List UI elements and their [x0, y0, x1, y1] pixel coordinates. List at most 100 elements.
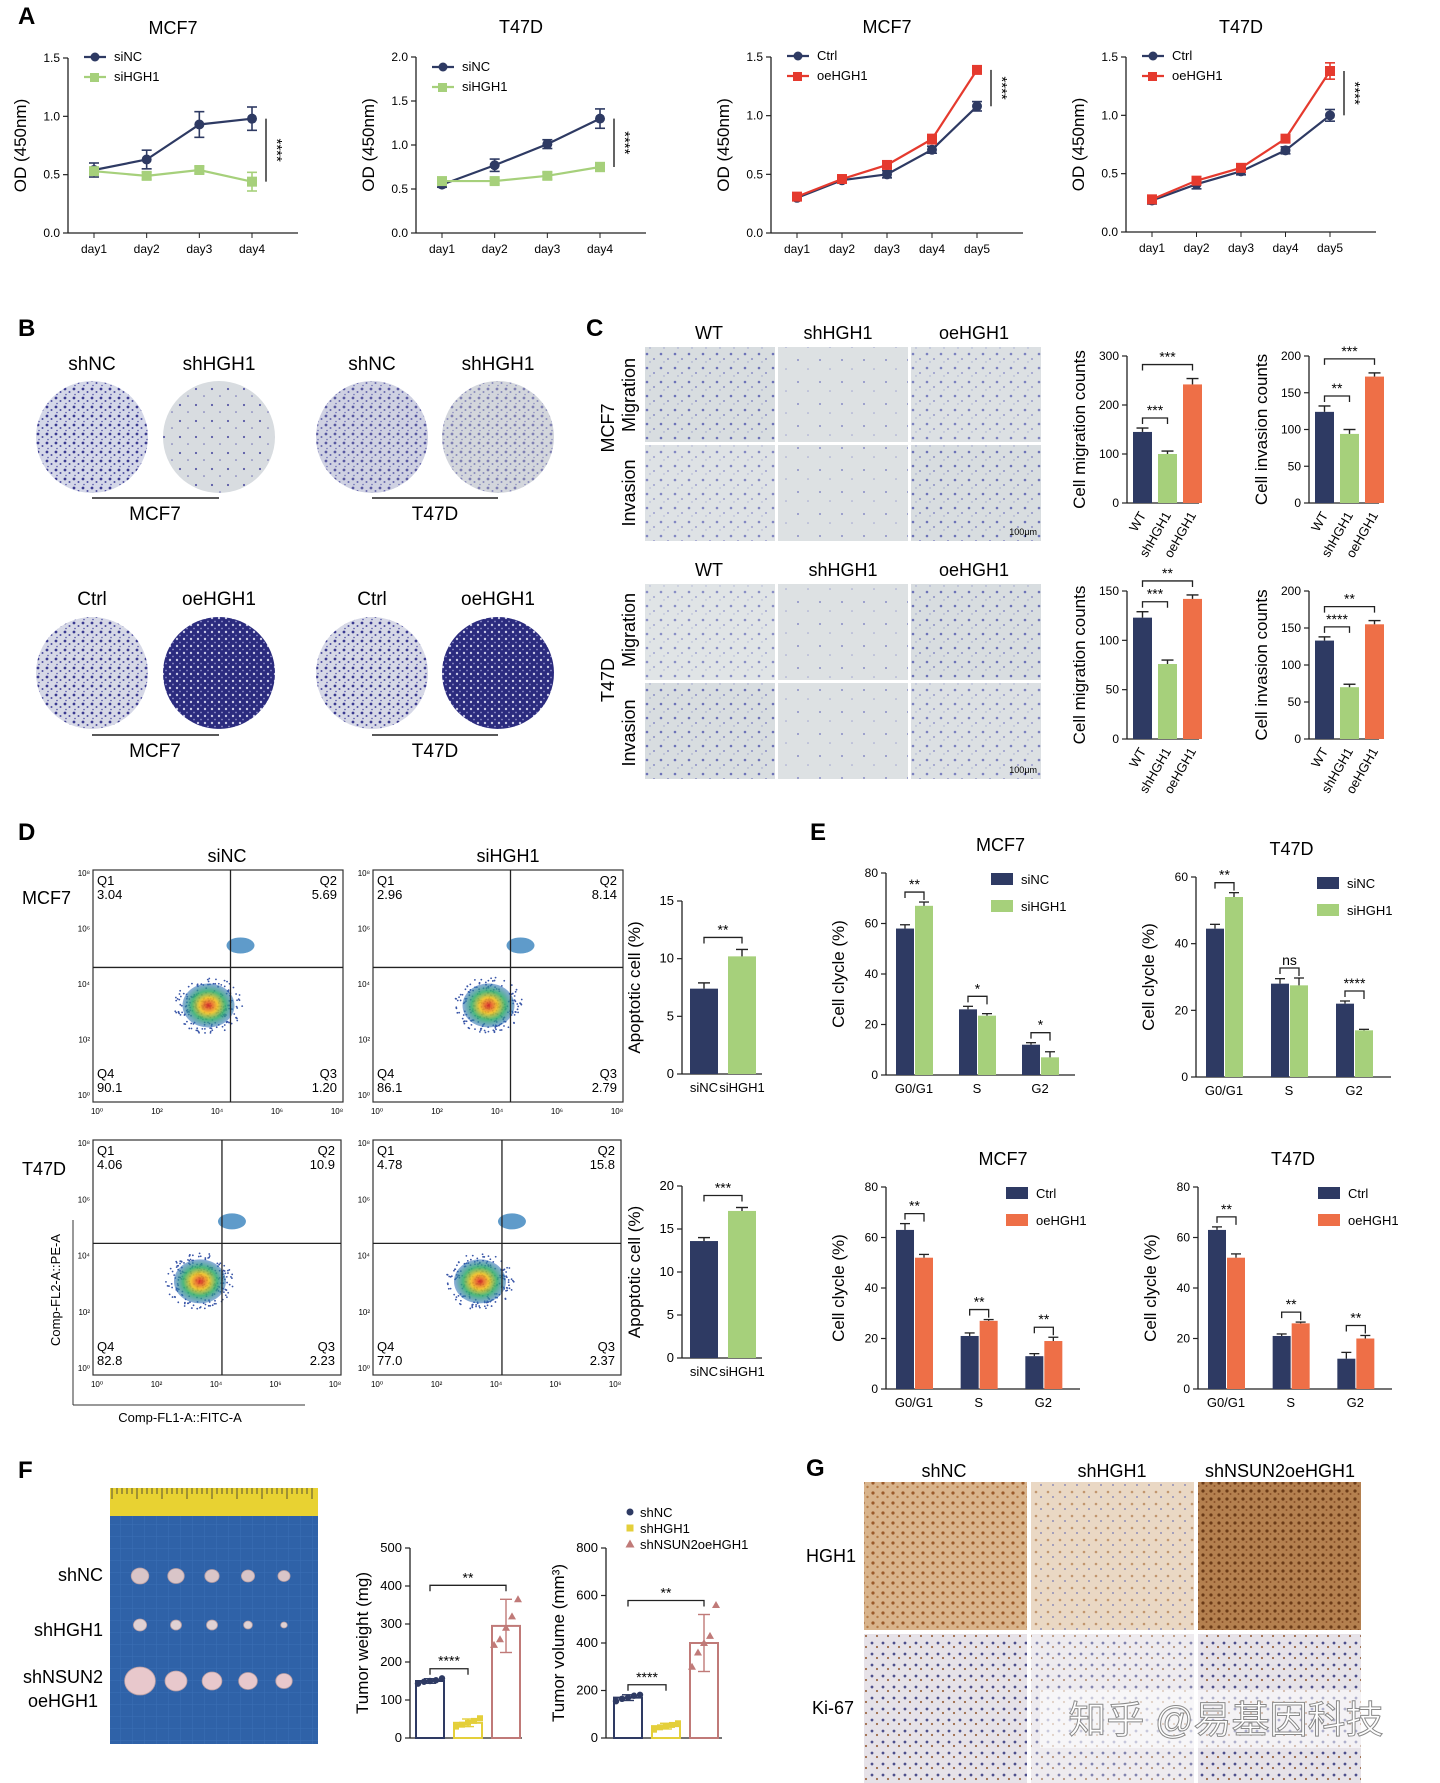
- density-cluster: [217, 1213, 246, 1230]
- y-tick-label: 800: [576, 1540, 598, 1555]
- event-dot: [458, 1302, 461, 1305]
- event-dot: [507, 1026, 510, 1029]
- data-point: [651, 1726, 657, 1733]
- event-dot: [461, 1017, 464, 1020]
- significance-stars: **: [1221, 1201, 1232, 1217]
- event-dot: [520, 998, 523, 1001]
- data-point: [1280, 145, 1291, 156]
- event-dot: [458, 1261, 460, 1264]
- panel-letters: A B C D E F G: [18, 3, 826, 1484]
- legend-marker: [90, 73, 99, 82]
- y-tick-label: 0.0: [43, 226, 60, 240]
- x-tick-label: G2: [1031, 1081, 1048, 1096]
- legend-label: siNC: [114, 49, 142, 64]
- event-dot: [453, 1269, 455, 1272]
- x-tick-label: day3: [534, 242, 560, 256]
- event-dot: [514, 1011, 517, 1013]
- quadrant-name: Q3: [600, 1066, 617, 1081]
- significance-bracket: [703, 1194, 743, 1202]
- event-dot: [179, 1013, 182, 1016]
- x-tick-label: 10⁸: [609, 1380, 621, 1389]
- y-axis-title: OD (450nm): [714, 98, 733, 192]
- event-dot: [225, 1289, 228, 1291]
- row-label: T47D: [22, 1159, 66, 1179]
- y-tick-label: 10⁸: [358, 1139, 370, 1148]
- legend-swatch: [1317, 877, 1339, 889]
- y-tick-label: 10⁴: [78, 980, 91, 989]
- micrograph: [778, 584, 908, 680]
- event-dot: [510, 1278, 513, 1281]
- event-dot: [466, 1260, 469, 1262]
- bar-WT: [1133, 431, 1152, 503]
- tumor: [167, 1568, 185, 1584]
- chart-d-mcf7-apoptosis: 0 5 10 15 Apoptotic cell (%) siNC siHGH1 **: [625, 893, 765, 1095]
- data-point: [624, 1694, 632, 1701]
- y-axis-title: Cell clycle (%): [829, 920, 848, 1028]
- row-label: Invasion: [619, 459, 639, 526]
- chart-a-t47d-oehgh1: T47D 0.0 0.5 1.0 1.5 OD (450nm) day1 day2 day3 da…: [1069, 17, 1376, 255]
- x-tick-label: day3: [186, 242, 212, 256]
- significance-stars: ns: [1282, 952, 1297, 968]
- legend-label: siNC: [1021, 872, 1049, 887]
- significance-stars: **: [1344, 591, 1355, 607]
- data-point: [700, 1639, 708, 1646]
- watermark: 知乎 @易基因科技: [1068, 1700, 1383, 1742]
- colony-plate-dots: [36, 617, 148, 729]
- flow-plot-frame: [92, 1139, 342, 1376]
- panel-f-tumor-photo: shNC shHGH1 shNSUN2 oeHGH1: [23, 1488, 318, 1744]
- bar-shNC: [415, 1680, 445, 1739]
- y-tick-label: 0: [395, 1730, 402, 1745]
- data-point: [882, 159, 892, 170]
- event-dot: [516, 1003, 519, 1005]
- quadrant-value: 10.9: [310, 1157, 335, 1172]
- legend-label: oeHGH1: [817, 68, 868, 83]
- y-tick-label: 200: [1281, 349, 1301, 363]
- y-tick-label: 10: [660, 951, 674, 966]
- quadrant-value: 86.1: [377, 1080, 402, 1095]
- x-tick-label: siHGH1: [719, 1080, 765, 1095]
- event-dot: [485, 1307, 487, 1310]
- bar-oeHGH1-S: [979, 1320, 998, 1389]
- bar-shHGH1: [1340, 687, 1359, 739]
- event-dot: [462, 1014, 465, 1016]
- plate-label: Ctrl: [77, 589, 107, 610]
- bar-shHGH1: [1158, 454, 1177, 503]
- data-point: [490, 1640, 498, 1648]
- quadrant-name: Q1: [97, 1143, 114, 1158]
- y-tick-label: 5: [667, 1307, 674, 1322]
- significance-bracket: [429, 1668, 469, 1675]
- event-dot: [215, 1026, 218, 1029]
- event-dot: [466, 985, 469, 988]
- y-tick-label: 1.5: [43, 51, 60, 65]
- colony-plate: [163, 617, 275, 729]
- y-axis-title: OD (450nm): [359, 98, 378, 192]
- y-tick-label: 0: [1294, 496, 1301, 510]
- x-tick-label: day2: [482, 242, 508, 256]
- data-point: [426, 1677, 434, 1685]
- bar-oeHGH1-G2: [1044, 1341, 1063, 1389]
- event-dot: [215, 1302, 217, 1305]
- event-dot: [222, 1291, 225, 1294]
- significance-stars: ****: [616, 131, 633, 155]
- event-dot: [215, 978, 217, 981]
- legend-marker: [438, 83, 447, 92]
- legend-label: Ctrl: [1036, 1186, 1056, 1201]
- flow-plot-frame: [372, 1139, 622, 1376]
- data-point: [688, 1662, 696, 1670]
- micrograph: [778, 347, 908, 442]
- panel-d-flow-cytometry: siNC siHGH1 MCF7 T47D Comp-FL1-A::FITC-A…: [22, 846, 624, 1425]
- y-tick-label: 600: [576, 1588, 598, 1603]
- event-dot: [465, 1020, 468, 1023]
- chart-title: MCF7: [979, 1149, 1028, 1169]
- quadrant-value: 15.8: [590, 1157, 615, 1172]
- y-tick-label: 2.0: [391, 50, 408, 64]
- panel-b-colony-plates: shNC shHGH1 shNC shHGH1 MCF7 T47D Ctrl o…: [36, 354, 554, 762]
- legend-label: siNC: [462, 59, 490, 74]
- significance-bracket: [703, 936, 743, 944]
- event-dot: [223, 1029, 226, 1032]
- significance-stars: ***: [1147, 402, 1164, 418]
- event-dot: [175, 1260, 178, 1263]
- row-label: Invasion: [619, 699, 639, 766]
- col-header: siNC: [208, 846, 247, 866]
